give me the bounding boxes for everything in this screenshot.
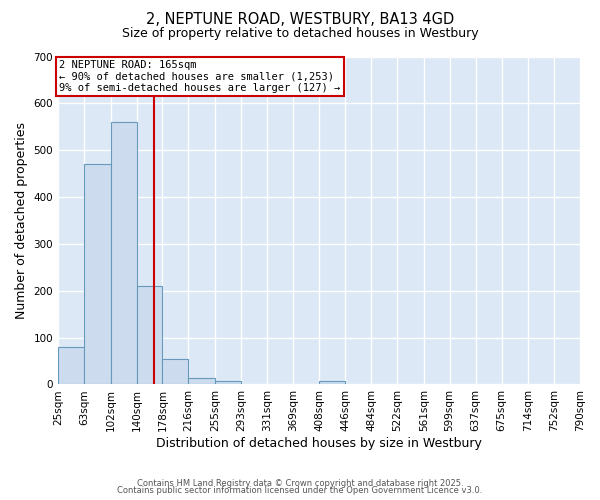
Y-axis label: Number of detached properties: Number of detached properties bbox=[15, 122, 28, 319]
Text: Contains HM Land Registry data © Crown copyright and database right 2025.: Contains HM Land Registry data © Crown c… bbox=[137, 478, 463, 488]
Bar bbox=[163, 358, 188, 384]
Bar bbox=[137, 286, 163, 384]
Text: 2, NEPTUNE ROAD, WESTBURY, BA13 4GD: 2, NEPTUNE ROAD, WESTBURY, BA13 4GD bbox=[146, 12, 454, 28]
Bar bbox=[58, 347, 84, 385]
X-axis label: Distribution of detached houses by size in Westbury: Distribution of detached houses by size … bbox=[156, 437, 482, 450]
Text: 2 NEPTUNE ROAD: 165sqm
← 90% of detached houses are smaller (1,253)
9% of semi-d: 2 NEPTUNE ROAD: 165sqm ← 90% of detached… bbox=[59, 60, 341, 93]
Bar bbox=[110, 122, 137, 384]
Bar bbox=[215, 380, 241, 384]
Bar bbox=[84, 164, 110, 384]
Bar bbox=[319, 380, 345, 384]
Bar bbox=[188, 378, 215, 384]
Text: Size of property relative to detached houses in Westbury: Size of property relative to detached ho… bbox=[122, 28, 478, 40]
Text: Contains public sector information licensed under the Open Government Licence v3: Contains public sector information licen… bbox=[118, 486, 482, 495]
